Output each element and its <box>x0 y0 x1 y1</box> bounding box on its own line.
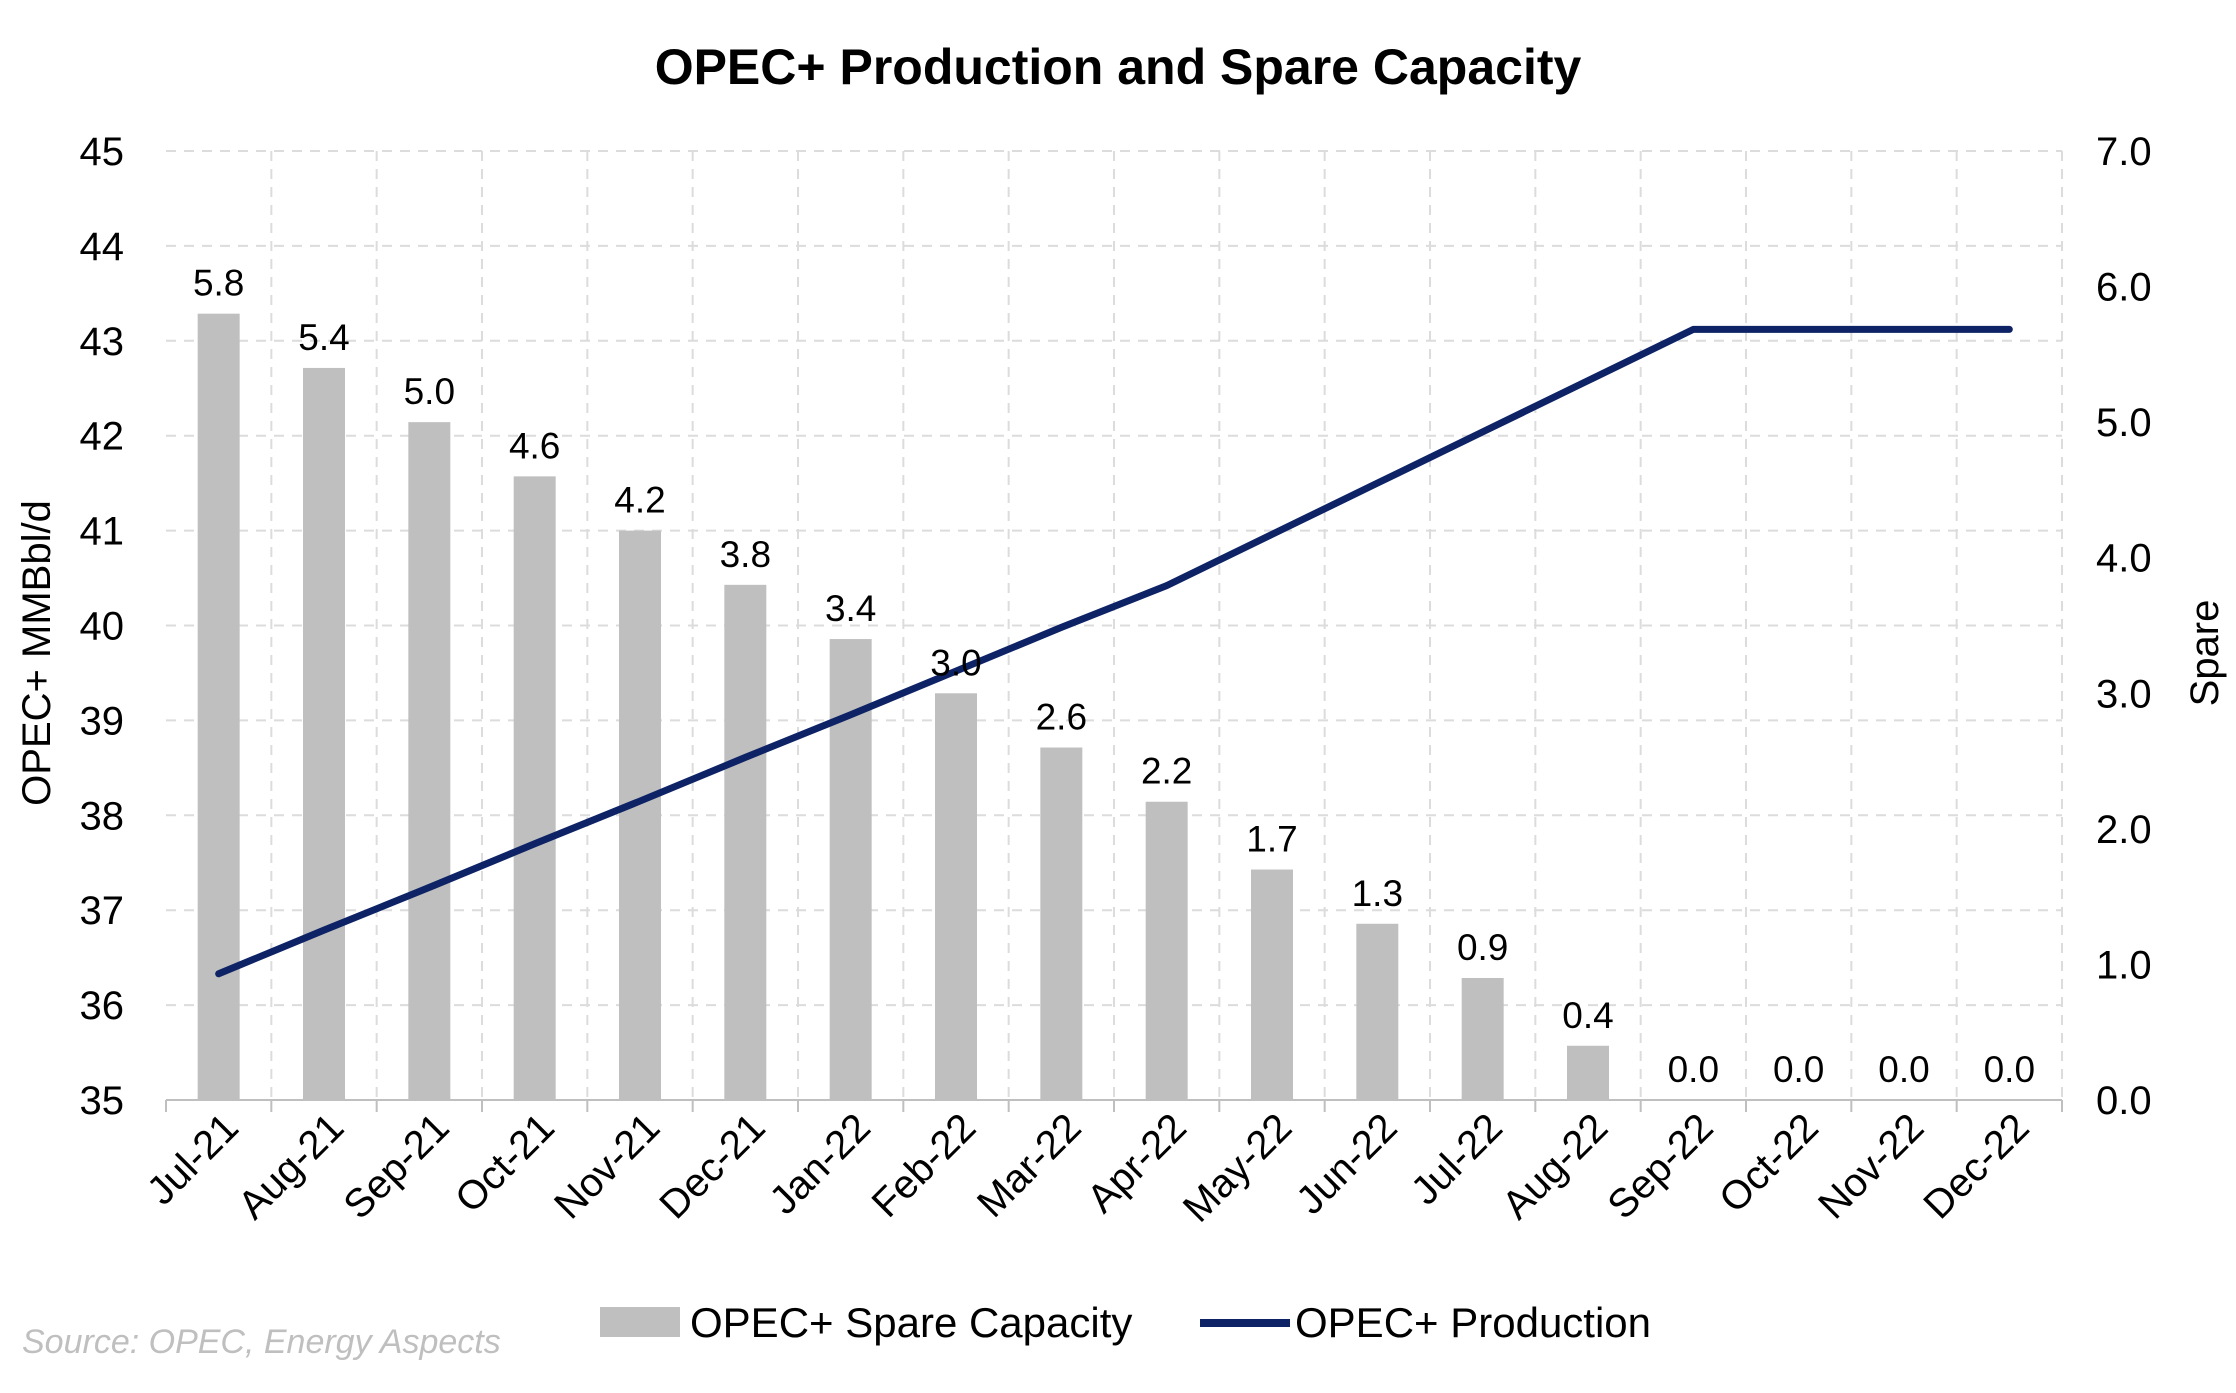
line-production <box>215 325 2013 978</box>
y-left-tick-label: 37 <box>80 889 125 933</box>
bar-spare-capacity <box>724 584 767 1100</box>
x-tick-label: Jan-22 <box>761 1105 879 1223</box>
legend-label-production: OPEC+ Production <box>1295 1299 1651 1346</box>
legend: OPEC+ Spare Capacity OPEC+ Production <box>600 1299 1651 1346</box>
y-left-axis-label: OPEC+ MMBbl/d <box>15 500 59 806</box>
x-tick-label: Aug-22 <box>1494 1105 1616 1227</box>
axes: 35 36 37 38 39 40 41 42 43 44 45 0.0 1.0 2.0 3.0 4.0 5.0… <box>80 130 2152 1231</box>
bar-spare-capacity <box>303 367 345 1100</box>
bar-spare-capacity <box>1145 801 1188 1100</box>
data-label: 3.0 <box>930 642 981 683</box>
y-left-tick-label: 35 <box>80 1079 125 1123</box>
bar-spare-capacity <box>408 422 451 1101</box>
legend-swatch-spare-capacity <box>600 1307 680 1337</box>
y-right-tick-label: 1.0 <box>2096 943 2152 987</box>
data-label: 5.8 <box>193 263 244 304</box>
bar-spare-capacity <box>1251 869 1293 1100</box>
chart-title: OPEC+ Production and Spare Capacity <box>655 39 1582 95</box>
y-left-tick-label: 39 <box>80 699 125 743</box>
grid <box>166 150 2063 1100</box>
data-label: 0.0 <box>1984 1049 2035 1090</box>
data-label: 1.7 <box>1246 819 1297 860</box>
bars <box>197 313 1609 1101</box>
data-label: 3.4 <box>825 588 876 629</box>
production-line-layer <box>215 325 2013 978</box>
bar-spare-capacity <box>197 313 240 1101</box>
y-left-tick-label: 38 <box>80 794 125 838</box>
data-label: 0.0 <box>1668 1049 1719 1090</box>
x-tick-label: Jun-22 <box>1288 1105 1406 1223</box>
y-left-tick-label: 42 <box>80 415 125 459</box>
y-right-tick-label: 5.0 <box>2096 401 2152 445</box>
data-label: 2.6 <box>1036 697 1087 738</box>
data-label: 0.0 <box>1878 1049 1929 1090</box>
y-right-tick-label: 7.0 <box>2096 130 2152 174</box>
y-left-tick-label: 43 <box>80 320 125 364</box>
x-tick-label: Nov-22 <box>1810 1105 1932 1227</box>
data-labels: 5.8 5.4 5.0 4.6 4.2 3.8 3.4 3.0 2.6 2.2 1.7 1.3 0.9 0… <box>193 263 2035 1090</box>
x-tick-label: Sep-21 <box>335 1105 457 1227</box>
y-right-axis-label: Spare <box>2183 600 2227 707</box>
x-tick-label: Mar-22 <box>969 1105 1090 1226</box>
source-note: Source: OPEC, Energy Aspects <box>22 1323 501 1361</box>
bar-spare-capacity <box>1567 1045 1609 1100</box>
data-label: 1.3 <box>1352 873 1403 914</box>
y-right-tick-label: 2.0 <box>2096 808 2152 852</box>
data-label: 3.8 <box>720 534 771 575</box>
x-tick-label: Oct-22 <box>1711 1105 1827 1221</box>
data-label: 4.2 <box>614 480 665 521</box>
legend-label-spare-capacity: OPEC+ Spare Capacity <box>690 1299 1132 1346</box>
y-left-tick-label: 40 <box>80 605 125 649</box>
y-left-tick-label: 44 <box>80 225 125 269</box>
bar-spare-capacity <box>1356 923 1399 1100</box>
data-label: 5.0 <box>404 371 455 412</box>
x-tick-label: Dec-22 <box>1915 1105 2037 1227</box>
x-tick-label: Aug-21 <box>230 1105 352 1227</box>
x-tick-label: May-22 <box>1175 1105 1300 1230</box>
bar-spare-capacity <box>1040 747 1083 1100</box>
y-right-tick-label: 4.0 <box>2096 537 2152 581</box>
data-label: 0.9 <box>1457 927 1508 968</box>
x-tick-label: Feb-22 <box>864 1105 985 1226</box>
y-right-tick-label: 0.0 <box>2096 1079 2152 1123</box>
data-label: 2.2 <box>1141 751 1192 792</box>
x-tick-label: Oct-21 <box>447 1105 563 1221</box>
x-tick-label: Sep-22 <box>1599 1105 1721 1227</box>
bar-spare-capacity <box>619 530 661 1100</box>
data-label: 4.6 <box>509 425 560 466</box>
data-label: 0.4 <box>1562 995 1613 1036</box>
y-right-tick-label: 6.0 <box>2096 266 2152 310</box>
y-right-tick-label: 3.0 <box>2096 672 2152 716</box>
bar-spare-capacity <box>513 476 556 1100</box>
y-left-tick-label: 45 <box>80 130 125 174</box>
data-label: 5.4 <box>298 317 349 358</box>
data-label: 0.0 <box>1773 1049 1824 1090</box>
y-left-tick-label: 36 <box>80 984 125 1028</box>
y-left-tick-label: 41 <box>80 510 125 554</box>
x-tick-label: Nov-21 <box>546 1105 668 1227</box>
x-tick-label: Apr-22 <box>1079 1105 1195 1221</box>
bar-spare-capacity <box>1461 977 1504 1100</box>
bar-spare-capacity <box>935 693 977 1100</box>
x-tick-label: Dec-21 <box>651 1105 773 1227</box>
